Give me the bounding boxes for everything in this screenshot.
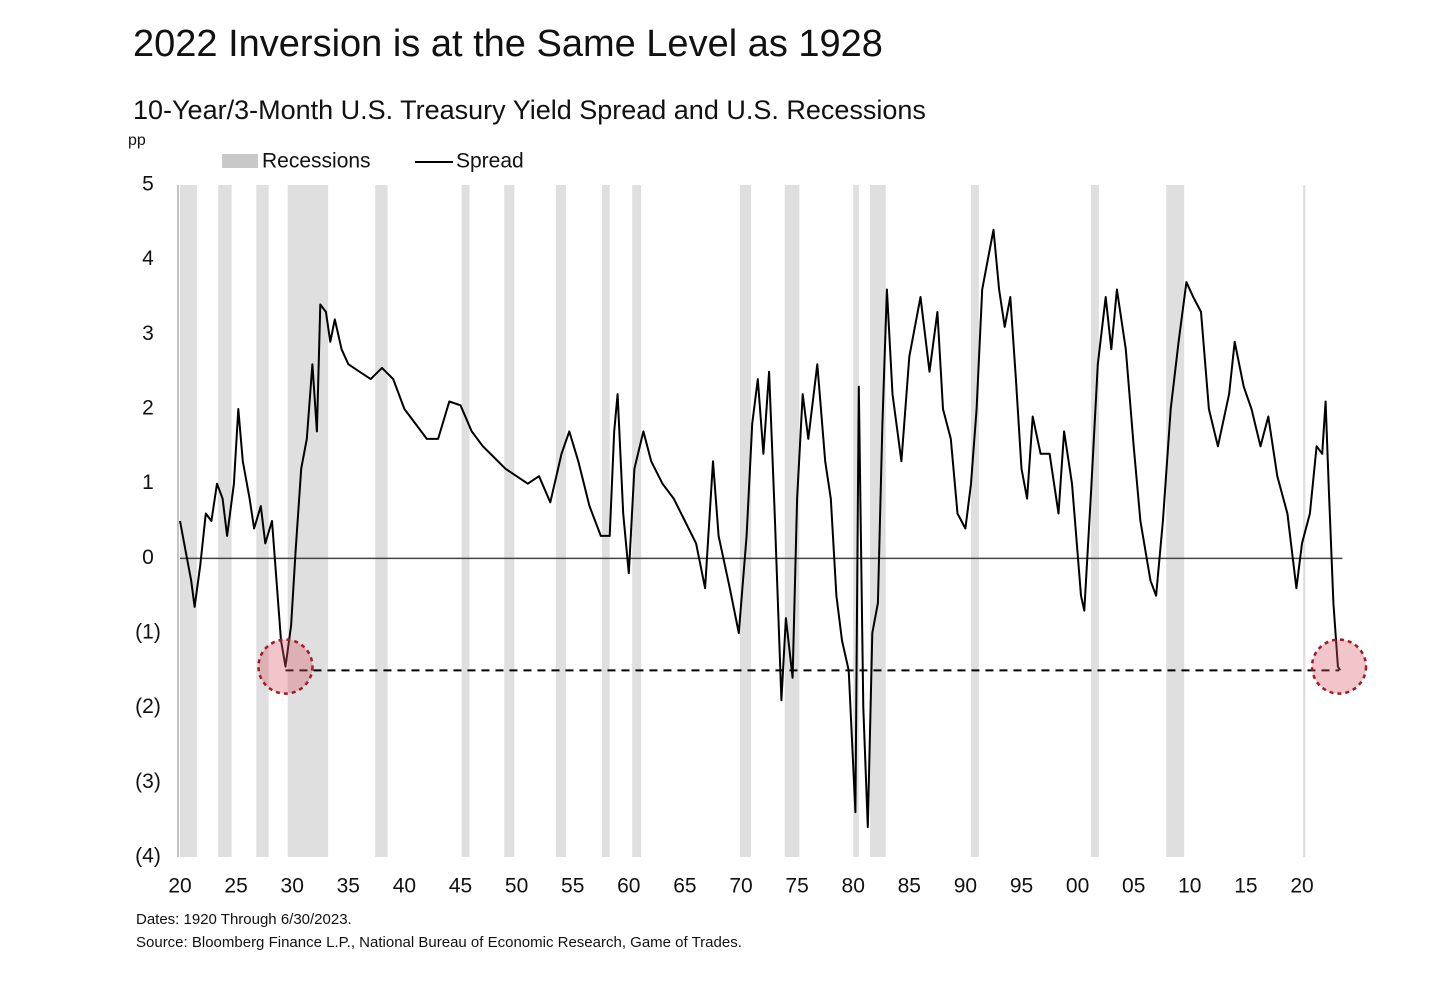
highlight-circle (1310, 638, 1368, 695)
x-tick-label: 25 (224, 875, 247, 898)
recession-band (739, 185, 752, 857)
x-tick-label: 30 (281, 875, 304, 898)
chart-title: 2022 Inversion is at the Same Level as 1… (133, 23, 883, 65)
x-tick-label: 40 (393, 875, 416, 898)
spread-line (179, 228, 1341, 829)
recession-band (853, 185, 859, 857)
y-tick-label: (3) (135, 770, 161, 793)
y-tick-label: (1) (135, 621, 161, 644)
y-tick-label: 2 (142, 397, 154, 420)
x-tick-label: 75 (785, 875, 808, 898)
x-tick-label: 70 (729, 875, 752, 898)
y-tick-label: 0 (142, 546, 154, 569)
recession-band (971, 185, 979, 857)
y-tick-label: 1 (142, 471, 154, 494)
y-tick-label: 5 (142, 173, 154, 196)
recession-band (375, 185, 388, 857)
recession-band (287, 185, 329, 857)
recession-band (870, 185, 886, 857)
chart-subtitle: 10-Year/3-Month U.S. Treasury Yield Spre… (133, 95, 926, 125)
x-tick-label: 20 (168, 875, 191, 898)
recession-band (632, 185, 642, 857)
x-tick-label: 10 (1178, 875, 1201, 898)
recession-band (601, 185, 610, 857)
legend-swatch (222, 154, 258, 168)
recession-band (1303, 185, 1306, 857)
recession-band (1166, 185, 1185, 857)
y-tick-label: (4) (135, 845, 161, 868)
x-tick-label: 15 (1234, 875, 1257, 898)
y-tick-label: 4 (142, 247, 154, 270)
footnote: Dates: 1920 Through 6/30/2023. (136, 911, 352, 928)
x-tick-label: 80 (842, 875, 865, 898)
x-tick-label: 35 (337, 875, 360, 898)
x-tick-label: 00 (1066, 875, 1089, 898)
recession-band (1091, 185, 1099, 857)
x-tick-label: 65 (673, 875, 696, 898)
x-tick-label: 95 (1010, 875, 1033, 898)
footnote: Source: Bloomberg Finance L.P., National… (136, 934, 742, 951)
recession-band (784, 185, 800, 857)
recession-band (180, 185, 197, 857)
recession-band (504, 185, 515, 857)
recession-band (461, 185, 470, 857)
legend-label: Spread (456, 150, 524, 173)
y-tick-label: 3 (142, 322, 154, 345)
x-tick-label: 90 (954, 875, 977, 898)
y-tick-label: (2) (135, 695, 161, 718)
recession-band (555, 185, 566, 857)
x-tick-label: 50 (505, 875, 528, 898)
legend-label: Recessions (262, 150, 371, 173)
highlight-circle (257, 638, 314, 695)
x-tick-label: 60 (617, 875, 640, 898)
x-tick-label: 20 (1290, 875, 1313, 898)
x-tick-label: 85 (898, 875, 921, 898)
x-tick-label: 05 (1122, 875, 1145, 898)
x-tick-label: 55 (561, 875, 584, 898)
y-axis-label: pp (128, 132, 146, 149)
x-tick-label: 45 (449, 875, 472, 898)
